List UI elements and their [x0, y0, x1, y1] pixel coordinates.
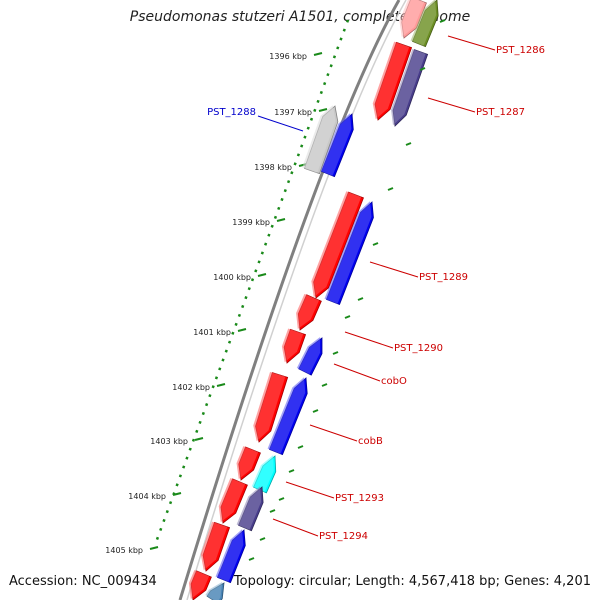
- accession-text: Accession: NC_009434: [9, 574, 157, 589]
- gene-label-leader: [309, 424, 358, 442]
- gene-arrow: [324, 201, 374, 306]
- kbp-tick-label: 1397 kbp: [274, 108, 312, 117]
- gene-label-leader: [344, 331, 394, 349]
- kbp-tick-mark: [313, 52, 323, 56]
- gene-label-leader: [257, 115, 304, 132]
- genome-backbone: [178, 0, 407, 600]
- map-title: Pseudomonas stutzeri A1501, complete gen…: [129, 9, 471, 25]
- gene-arrow: [319, 113, 354, 178]
- gene-label: cobO: [381, 376, 407, 387]
- kbp-tick-label: 1399 kbp: [232, 218, 270, 227]
- kbp-tick-mark: [276, 218, 286, 222]
- gene-arrow: [215, 529, 246, 584]
- gene-label-leader: [369, 261, 419, 278]
- kbp-tick-label: 1400 kbp: [213, 273, 251, 282]
- gene-arrow: [205, 581, 225, 600]
- gene-label: PST_1287: [476, 107, 525, 118]
- gene-arrow: [188, 569, 212, 600]
- gene-arrow: [391, 48, 429, 127]
- genome-summary: Topology: circular; Length: 4,567,418 bp…: [233, 574, 591, 589]
- gene-arrow: [218, 478, 248, 524]
- gene-label: PST_1293: [335, 493, 384, 504]
- gene-label-leader: [285, 481, 335, 499]
- gene-label: PST_1288: [207, 107, 256, 118]
- gene-arrow: [296, 337, 323, 376]
- kbp-tick-label: 1396 kbp: [269, 52, 307, 61]
- gene-arrow: [302, 105, 339, 175]
- backbone-outer: [178, 0, 401, 600]
- gene-arrow: [236, 486, 264, 532]
- tick-track: [153, 19, 350, 546]
- kbp-tick-mark: [257, 273, 267, 277]
- tick-track-line: [153, 19, 350, 546]
- gene-label: PST_1289: [419, 272, 468, 283]
- gene-arrow: [410, 0, 439, 48]
- kbp-tick-label: 1403 kbp: [150, 437, 188, 446]
- tick-labels: 1396 kbp 1397 kbp 1398 kbp 1399 kbp 1400 kbp…: [105, 52, 328, 555]
- strand-dashes: [248, 19, 446, 561]
- kbp-tick-label: 1404 kbp: [128, 492, 166, 501]
- gene-arrow: [296, 293, 322, 331]
- gene-label: PST_1290: [394, 343, 443, 354]
- gene-label: PST_1286: [496, 45, 545, 56]
- kbp-tick-mark: [172, 492, 182, 496]
- kbp-tick-label: 1401 kbp: [193, 328, 231, 337]
- gene-label-leader: [272, 518, 319, 537]
- backbone-inner: [186, 0, 407, 600]
- gene-arrow: [236, 446, 261, 481]
- kbp-tick-label: 1398 kbp: [254, 163, 292, 172]
- gene-arrow: [311, 191, 364, 299]
- kbp-tick-mark: [149, 546, 159, 550]
- label-leaders: PST_1286 PST_1287 PST_1288 PST_1289 PST_1290…: [207, 35, 545, 542]
- gene-label-leader: [333, 363, 381, 382]
- gene-arrow: [200, 521, 231, 572]
- gene-arrow: [399, 0, 427, 39]
- kbp-tick-mark: [194, 437, 204, 441]
- kbp-tick-mark: [318, 108, 328, 112]
- kbp-tick-mark: [237, 328, 247, 332]
- gene-arrow: [281, 328, 307, 364]
- gene-label: PST_1294: [319, 531, 368, 542]
- kbp-tick-mark: [216, 383, 226, 387]
- gene-label: cobB: [358, 436, 383, 447]
- gene-arrow: [267, 377, 308, 456]
- kbp-tick-label: 1405 kbp: [105, 546, 143, 555]
- gene-label-leader: [447, 35, 496, 51]
- gene-label-leader: [427, 97, 476, 113]
- kbp-tick-label: 1402 kbp: [172, 383, 210, 392]
- gene-arrow: [372, 41, 413, 121]
- gene-features: [188, 0, 446, 600]
- gene-arrow: [253, 371, 289, 443]
